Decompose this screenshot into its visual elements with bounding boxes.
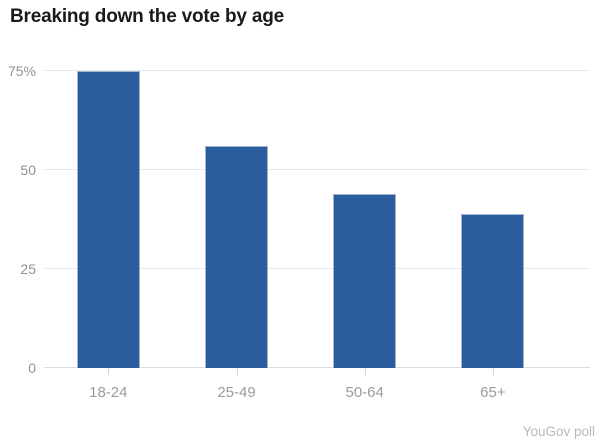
- x-axis-tick-25-49: [236, 368, 238, 375]
- gridline-50: [44, 169, 590, 170]
- bar-65+: [461, 213, 525, 368]
- x-axis-tick-18-24: [108, 368, 110, 375]
- x-axis-tick-65+: [492, 368, 494, 375]
- y-axis-label-75: 75%: [7, 63, 36, 79]
- gridline-75: [44, 70, 590, 71]
- chart-title: Breaking down the vote by age: [10, 6, 284, 27]
- x-axis-tick-50-64: [364, 368, 366, 375]
- plot-area: 75% 50 25 0 18-24 25-49 50-64 65+: [8, 64, 590, 400]
- x-axis-label-25-49: 25-49: [217, 384, 256, 401]
- gridline-0: [44, 367, 590, 368]
- source-credit: YouGov poll: [522, 424, 595, 439]
- y-axis-label-50: 50: [20, 162, 36, 178]
- y-axis-label-25: 25: [20, 261, 36, 277]
- gridline-25: [44, 268, 590, 269]
- bar-50-64: [333, 193, 397, 368]
- x-axis-label-65+: 65+: [480, 384, 506, 401]
- x-axis-label-50-64: 50-64: [345, 384, 384, 401]
- y-axis-label-0: 0: [28, 360, 36, 376]
- bar-25-49: [205, 146, 268, 368]
- x-axis-label-18-24: 18-24: [89, 384, 128, 401]
- bar-18-24: [76, 71, 140, 368]
